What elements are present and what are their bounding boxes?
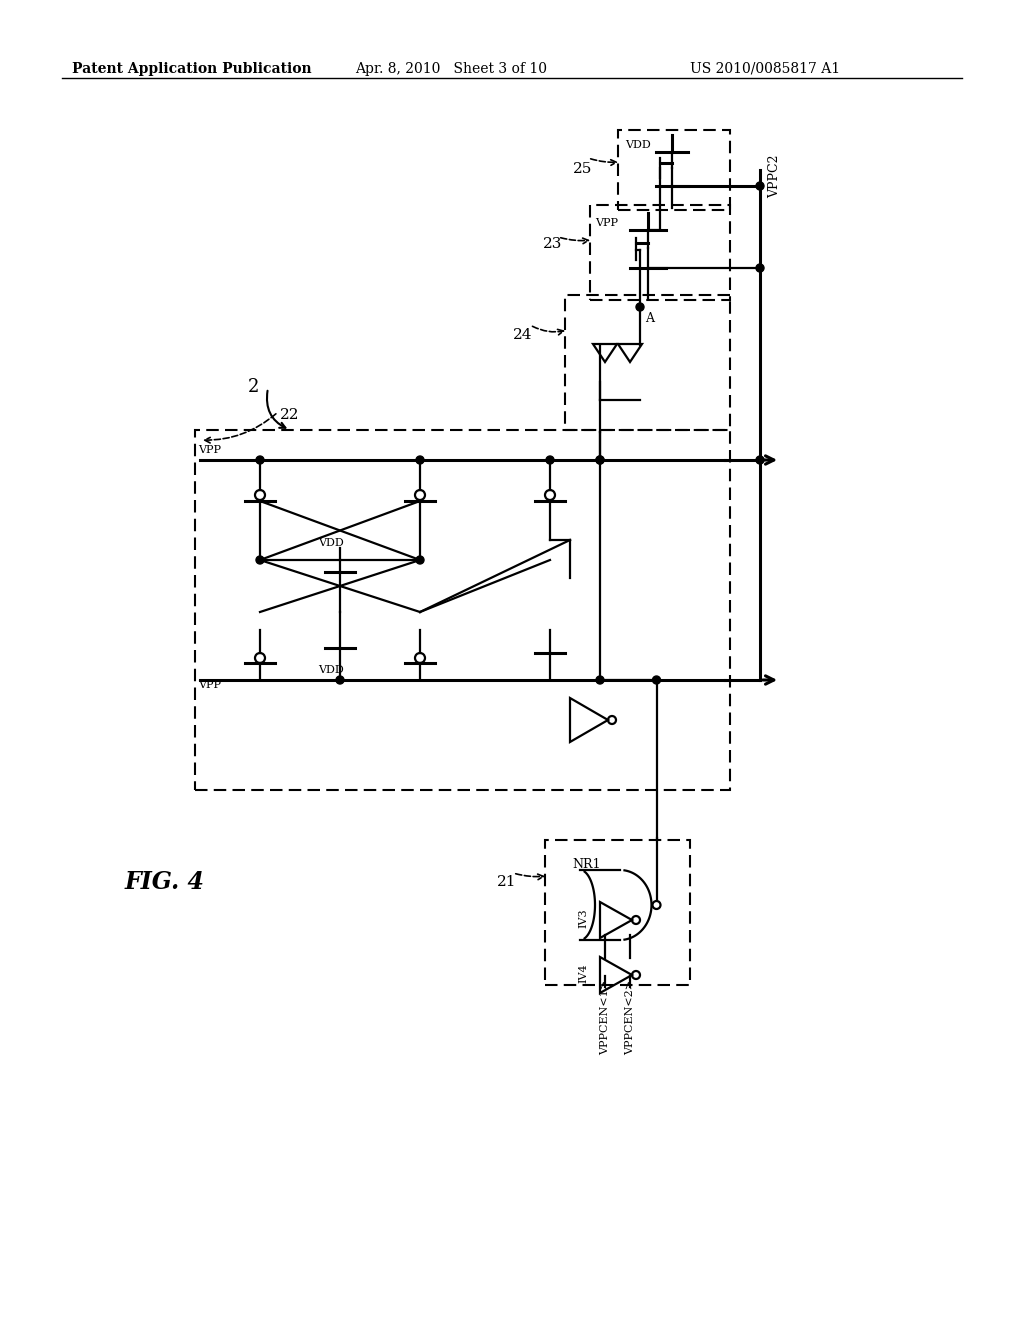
- Text: VPPC2: VPPC2: [768, 154, 781, 198]
- Text: 22: 22: [280, 408, 299, 422]
- Circle shape: [256, 455, 264, 465]
- Text: VPPCEN<1>: VPPCEN<1>: [600, 979, 610, 1055]
- Bar: [195, 430, 730, 789]
- Circle shape: [756, 182, 764, 190]
- Bar: [545, 840, 690, 985]
- Text: VPP: VPP: [198, 680, 221, 690]
- Text: FIG. 4: FIG. 4: [125, 870, 205, 894]
- Text: VDD: VDD: [318, 539, 344, 548]
- Text: A: A: [645, 312, 654, 325]
- Circle shape: [416, 455, 424, 465]
- Text: Patent Application Publication: Patent Application Publication: [72, 62, 311, 77]
- Circle shape: [336, 676, 344, 684]
- Circle shape: [596, 455, 604, 465]
- Text: IV3: IV3: [578, 908, 588, 928]
- Text: 23: 23: [543, 238, 562, 251]
- Text: US 2010/0085817 A1: US 2010/0085817 A1: [690, 62, 840, 77]
- Circle shape: [636, 304, 644, 312]
- Circle shape: [756, 455, 764, 465]
- Text: 25: 25: [573, 162, 592, 176]
- Text: IV4: IV4: [578, 964, 588, 983]
- Text: 24: 24: [513, 327, 532, 342]
- Circle shape: [256, 556, 264, 564]
- Text: VDD: VDD: [318, 665, 344, 675]
- Text: VPP: VPP: [595, 218, 618, 228]
- Circle shape: [652, 676, 660, 684]
- Text: NR1: NR1: [572, 858, 600, 871]
- Text: VPPCEN<2>: VPPCEN<2>: [625, 979, 635, 1055]
- Text: VPP: VPP: [198, 445, 221, 455]
- Circle shape: [756, 264, 764, 272]
- Bar: [590, 205, 730, 300]
- Circle shape: [546, 455, 554, 465]
- Text: 21: 21: [497, 875, 516, 888]
- Circle shape: [596, 455, 604, 465]
- Circle shape: [596, 676, 604, 684]
- Text: VDD: VDD: [625, 140, 650, 150]
- Text: 2: 2: [248, 378, 259, 396]
- Text: Apr. 8, 2010   Sheet 3 of 10: Apr. 8, 2010 Sheet 3 of 10: [355, 62, 547, 77]
- Circle shape: [416, 556, 424, 564]
- Bar: [618, 129, 730, 210]
- Bar: [565, 294, 730, 430]
